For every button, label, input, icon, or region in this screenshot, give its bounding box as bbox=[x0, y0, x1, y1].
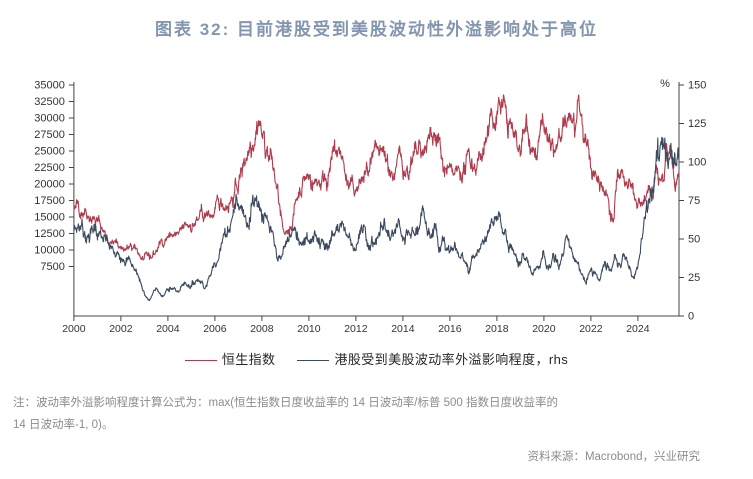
svg-text:2012: 2012 bbox=[344, 323, 368, 335]
svg-text:2004: 2004 bbox=[156, 323, 180, 335]
svg-text:0: 0 bbox=[688, 311, 694, 323]
svg-text:2022: 2022 bbox=[579, 323, 603, 335]
svg-text:27500: 27500 bbox=[34, 129, 65, 141]
svg-text:7500: 7500 bbox=[40, 261, 64, 273]
svg-text:150: 150 bbox=[688, 80, 706, 92]
svg-text:25000: 25000 bbox=[34, 146, 65, 158]
svg-text:125: 125 bbox=[688, 118, 706, 130]
svg-text:17500: 17500 bbox=[34, 195, 65, 207]
svg-text:2002: 2002 bbox=[109, 323, 133, 335]
svg-text:25: 25 bbox=[688, 272, 700, 284]
svg-text:20000: 20000 bbox=[34, 179, 65, 191]
svg-text:30000: 30000 bbox=[34, 113, 65, 125]
svg-text:2006: 2006 bbox=[203, 323, 227, 335]
svg-text:22500: 22500 bbox=[34, 162, 65, 174]
svg-text:2018: 2018 bbox=[485, 323, 509, 335]
svg-text:2000: 2000 bbox=[62, 323, 86, 335]
svg-text:100: 100 bbox=[688, 157, 706, 169]
svg-text:2016: 2016 bbox=[438, 323, 462, 335]
svg-text:32500: 32500 bbox=[34, 96, 65, 108]
svg-text:2020: 2020 bbox=[532, 323, 556, 335]
svg-text:2008: 2008 bbox=[250, 323, 274, 335]
svg-text:35000: 35000 bbox=[34, 80, 65, 92]
svg-text:50: 50 bbox=[688, 234, 700, 246]
svg-text:12500: 12500 bbox=[34, 228, 65, 240]
svg-text:10000: 10000 bbox=[34, 245, 65, 257]
svg-text:%: % bbox=[660, 78, 670, 90]
svg-text:15000: 15000 bbox=[34, 212, 65, 224]
svg-text:2024: 2024 bbox=[626, 323, 650, 335]
svg-text:2010: 2010 bbox=[297, 323, 321, 335]
svg-text:2014: 2014 bbox=[391, 323, 415, 335]
svg-text:75: 75 bbox=[688, 195, 700, 207]
